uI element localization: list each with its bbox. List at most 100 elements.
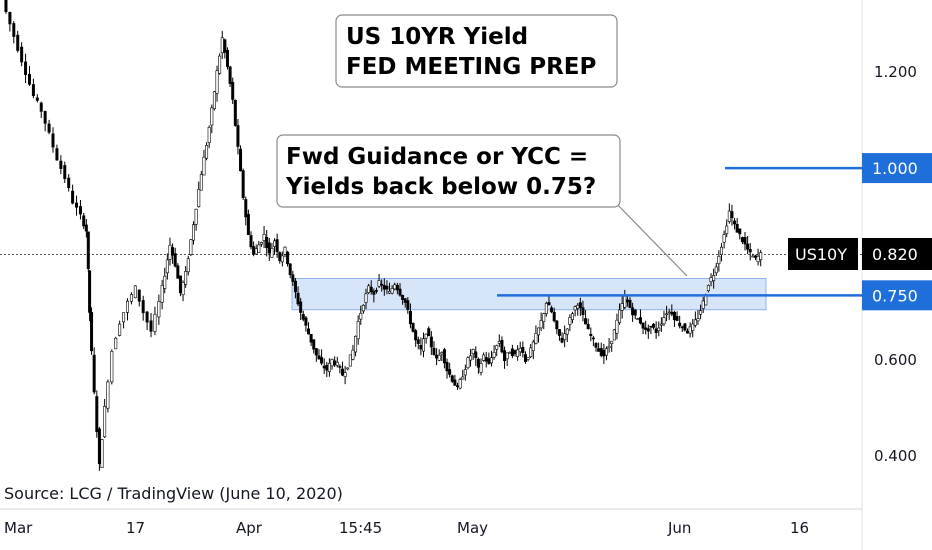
candle-body — [95, 396, 99, 433]
candle-body — [59, 160, 63, 169]
candle-body — [581, 307, 585, 315]
candle-body — [448, 369, 452, 375]
candle-body — [442, 349, 446, 364]
candle-body — [385, 285, 389, 290]
candle-body — [390, 288, 394, 294]
candle-body — [518, 348, 522, 353]
candle-body — [733, 220, 737, 225]
candle-body — [327, 362, 331, 372]
candle-body — [359, 312, 363, 320]
candle-body — [380, 283, 384, 286]
candle-body — [197, 189, 201, 208]
candle-body — [615, 319, 619, 334]
candle-body — [246, 213, 250, 235]
candle-body — [181, 282, 185, 296]
candle-body — [78, 206, 82, 215]
candle-body — [526, 357, 530, 360]
candle-body — [680, 326, 684, 329]
candle-body — [646, 328, 650, 332]
candle-body — [557, 329, 561, 336]
candle-body — [537, 327, 541, 336]
candle-body — [137, 289, 141, 302]
last-price-tag-label: 0.820 — [872, 245, 918, 264]
candle-body — [693, 319, 697, 326]
candle-body — [675, 316, 679, 321]
candle-body — [239, 148, 243, 172]
candle-body — [228, 66, 232, 84]
candle-body — [756, 255, 760, 263]
candle-body — [356, 321, 360, 340]
candle-body — [594, 343, 598, 348]
candle-body — [296, 292, 300, 305]
candle-body — [322, 365, 326, 369]
candle-body — [377, 280, 381, 287]
candle-body — [563, 333, 567, 340]
candle-body — [278, 252, 282, 262]
candle-body — [492, 352, 496, 358]
candle-body — [338, 366, 342, 368]
candle-body — [354, 335, 358, 353]
candle-body — [489, 357, 493, 364]
x-tick-label: May — [457, 519, 488, 537]
candle-body — [236, 125, 240, 147]
annotation-line-2: Yields back below 0.75? — [285, 174, 596, 200]
candle-body — [416, 339, 420, 344]
candle-body — [704, 294, 708, 306]
candle-body — [153, 313, 157, 332]
candle-body — [599, 348, 603, 356]
candle-body — [427, 328, 431, 337]
candle-body — [589, 333, 593, 336]
candle-body — [133, 285, 137, 299]
candle-body — [625, 299, 629, 303]
candle-body — [670, 311, 674, 315]
candle-body — [192, 224, 196, 241]
candle-body — [437, 354, 441, 361]
candle-body — [141, 300, 145, 314]
chart-title: US 10YR Yield — [346, 24, 528, 50]
candle-body — [97, 428, 101, 464]
candle-body — [335, 361, 339, 366]
candle-body — [738, 228, 742, 235]
candle-body — [340, 368, 344, 376]
candle-body — [510, 348, 514, 356]
candle-body — [746, 243, 750, 250]
candle-body — [149, 320, 153, 332]
candle-body — [31, 84, 35, 97]
candle-body — [419, 345, 423, 350]
candle-body — [398, 288, 402, 296]
candle-body — [173, 253, 177, 267]
candle-body — [547, 302, 551, 306]
candle-body — [652, 323, 656, 328]
candle-body — [4, 0, 8, 12]
x-tick-label: 15:45 — [339, 519, 382, 537]
candle-body — [565, 328, 569, 335]
candle-body — [257, 244, 261, 253]
candle-body — [461, 376, 465, 380]
candle-body — [288, 263, 292, 275]
candle-body — [348, 354, 352, 367]
candle-body — [262, 234, 266, 241]
candle-body — [325, 364, 329, 371]
candle-body — [171, 247, 175, 256]
candle-body — [90, 312, 94, 352]
candle-body — [178, 275, 182, 294]
candle-body — [597, 348, 601, 352]
candle-body — [712, 275, 716, 281]
candle-body — [231, 81, 235, 100]
candle-body — [586, 324, 590, 330]
candle-body — [523, 354, 527, 362]
candle-body — [207, 126, 211, 144]
candle-body — [299, 301, 303, 313]
candle-body — [320, 357, 324, 364]
candle-body — [659, 323, 663, 326]
candle-body — [422, 338, 426, 352]
candle-body — [516, 349, 520, 357]
candle-body — [686, 330, 690, 334]
candle-body — [748, 249, 752, 253]
title-box — [335, 14, 618, 88]
level-tag-2-label: 0.750 — [872, 286, 918, 305]
candle-body — [265, 236, 269, 249]
candle-body — [333, 360, 337, 366]
candle-body — [743, 236, 747, 245]
candle-body — [254, 248, 258, 255]
